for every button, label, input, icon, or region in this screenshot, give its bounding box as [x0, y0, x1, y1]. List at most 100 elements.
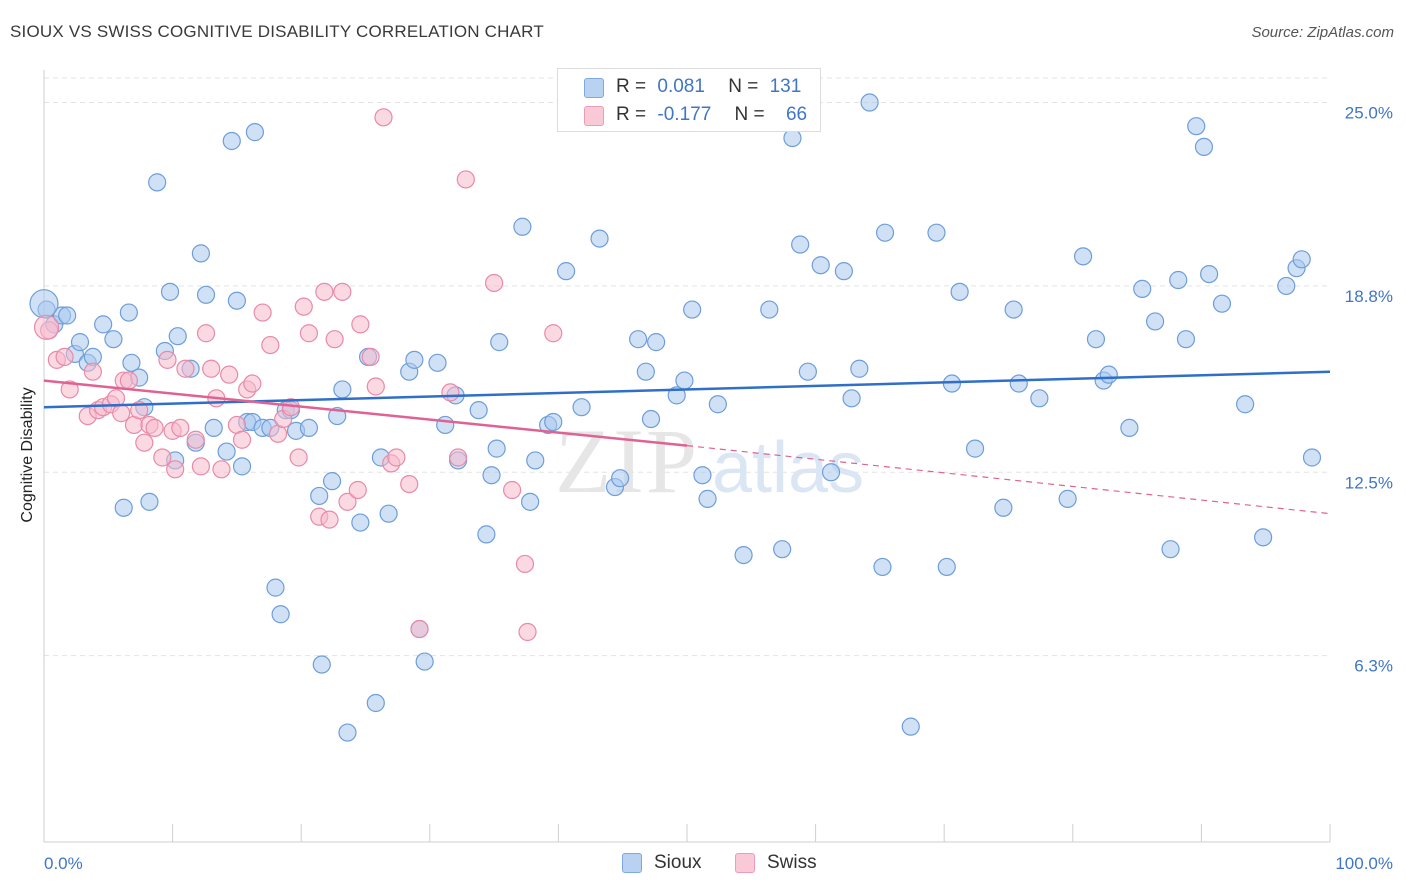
sioux-point	[1277, 276, 1296, 296]
sioux-point	[222, 131, 241, 151]
swiss-point	[400, 474, 419, 494]
sioux-point	[544, 412, 563, 432]
sioux-point	[1292, 250, 1311, 269]
swiss-point	[503, 480, 522, 500]
sioux-point	[351, 513, 370, 532]
sioux-point	[299, 418, 319, 438]
swiss-point	[261, 335, 280, 355]
sioux-point	[148, 173, 167, 192]
sioux-point	[322, 472, 342, 491]
sioux-point	[572, 398, 591, 417]
sioux-point	[1176, 330, 1196, 349]
swiss-trend-line-dashed	[686, 445, 1331, 515]
sioux-point	[557, 262, 576, 281]
sioux-point	[266, 578, 285, 597]
swiss-r-value: -0.177	[657, 104, 712, 125]
swiss-point	[145, 418, 164, 438]
sioux-point	[521, 492, 540, 511]
sioux-n-label: N =	[728, 76, 759, 97]
axes	[43, 70, 1331, 843]
y-tick-label: 12.5%	[1345, 473, 1393, 492]
swiss-point	[186, 430, 205, 449]
sioux-point	[821, 463, 841, 482]
sioux-point	[366, 693, 385, 713]
sioux-point	[791, 235, 810, 254]
sioux-point	[647, 333, 666, 352]
swiss-point	[191, 457, 210, 476]
swiss-point	[243, 374, 262, 393]
sioux-point	[227, 291, 246, 310]
swiss-point	[253, 303, 272, 322]
sioux-point	[1200, 264, 1219, 284]
sioux-point	[477, 525, 496, 544]
sioux-point	[415, 652, 434, 671]
sioux-legend-label: Sioux	[654, 852, 702, 873]
sioux-r-value: 0.081	[657, 76, 705, 97]
swiss-point	[485, 273, 504, 293]
sioux-point	[860, 93, 879, 112]
swiss-point	[294, 297, 313, 316]
x-tick-label-end: 100.0%	[1335, 854, 1393, 873]
swiss-n-label: N =	[734, 104, 765, 125]
sioux-point	[1194, 137, 1214, 157]
swiss-point	[333, 282, 352, 301]
sioux-point	[513, 217, 532, 236]
chart-title: SIOUX VS SWISS COGNITIVE DISABILITY CORR…	[10, 22, 544, 41]
swiss-point	[515, 554, 535, 574]
sioux-point	[1058, 489, 1077, 508]
sioux-point	[693, 466, 712, 485]
tick-labels: 6.3% 12.5% 18.8% 25.0% 0.0% 100.0%	[44, 104, 1393, 873]
swiss-point	[348, 480, 367, 500]
swiss-point	[232, 430, 252, 449]
swiss-point	[441, 383, 460, 402]
sioux-point	[58, 306, 77, 325]
sioux-point	[338, 723, 357, 742]
sioux-point	[1004, 300, 1023, 319]
swiss-point	[153, 448, 172, 467]
y-axis-label: Cognitive Disability	[19, 387, 36, 523]
swiss-point	[366, 377, 385, 396]
sioux-point	[379, 504, 398, 523]
sioux-point	[191, 244, 210, 263]
sioux-swatch	[584, 78, 604, 98]
sioux-point	[641, 409, 661, 429]
sioux-point	[245, 123, 265, 142]
swiss-r-label: R =	[616, 104, 647, 125]
sioux-point	[611, 469, 630, 488]
sioux-point	[760, 300, 779, 319]
correlation-legend: R = 0.081 N = 131 R = -0.177 N = 66	[557, 68, 821, 132]
sioux-point	[783, 128, 802, 148]
sioux-point	[333, 380, 352, 399]
sioux-point	[1302, 448, 1322, 467]
sioux-point	[834, 262, 853, 281]
swiss-point	[166, 460, 185, 479]
sioux-point	[708, 395, 727, 414]
y-tick-label: 6.3%	[1354, 657, 1393, 676]
sioux-point	[310, 486, 329, 506]
x-tick-label-start: 0.0%	[44, 854, 83, 873]
sioux-point	[798, 362, 817, 381]
sioux-point	[436, 415, 455, 435]
sioux-point	[901, 717, 920, 736]
swiss-point	[83, 362, 102, 381]
sioux-point	[629, 330, 648, 349]
swiss-point	[315, 282, 334, 301]
sioux-point	[636, 362, 655, 381]
sioux-point	[487, 439, 506, 458]
sioux-n-value: 131	[769, 76, 802, 97]
sioux-point	[1146, 312, 1165, 331]
sioux-point	[160, 282, 180, 301]
sioux-point	[122, 353, 141, 372]
sioux-point	[482, 466, 501, 485]
sioux-point	[1030, 389, 1049, 408]
sioux-point	[873, 557, 892, 577]
swiss-point	[289, 448, 308, 467]
sioux-point	[114, 498, 133, 517]
sioux-point	[271, 605, 290, 624]
y-tick-label: 25.0%	[1345, 104, 1393, 123]
sioux-point	[1169, 270, 1188, 290]
sioux-point	[196, 285, 216, 304]
swiss-point	[338, 492, 357, 511]
sioux-point	[204, 418, 223, 438]
